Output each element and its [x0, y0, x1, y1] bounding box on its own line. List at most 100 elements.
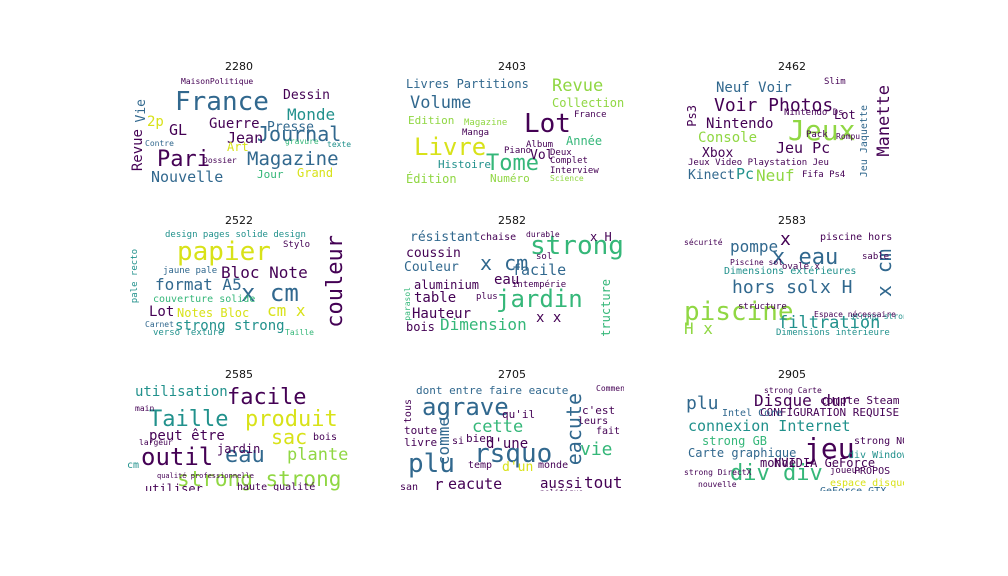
cloud-word: temp: [468, 460, 493, 471]
cloud-word: toute: [404, 424, 438, 437]
cloud-word: plante: [287, 445, 349, 465]
cloud-word: H x: [684, 319, 713, 337]
cloud-word: Taille: [149, 407, 229, 432]
cloud-word: leurs: [578, 416, 609, 427]
cloud-word: Lot: [834, 108, 856, 122]
cloud-word: Carnet: [145, 320, 174, 329]
wordcloud-panel: 2585 facile Taille produit outil eau strong st…: [127, 368, 351, 492]
cloud-word: chaise: [480, 232, 517, 243]
cloud-word: main: [135, 404, 155, 413]
cloud-word: MaisonPolitique: [181, 77, 254, 86]
cloud-word: Nintendo: [706, 116, 774, 132]
cloud-word: plus: [476, 292, 498, 302]
cloud-word: filtration: [778, 313, 881, 333]
cloud-word: bien: [466, 432, 493, 445]
cloud-word: Presse: [267, 120, 314, 135]
cloud-word: Edition: [408, 114, 455, 127]
cloud-word: Collection: [552, 96, 624, 110]
cloud-word: Pc: [736, 165, 755, 183]
cloud-word: Comment: [596, 384, 624, 393]
cloud-word: Jean: [227, 129, 264, 147]
cloud-word: pale recto: [130, 249, 140, 304]
cloud-word: strong Carte: [764, 386, 822, 395]
cloud-word: ovale x: [782, 262, 820, 272]
cloud-word: div Windows: [848, 450, 904, 461]
cloud-word: cette: [472, 417, 524, 437]
panel-title: 2403: [498, 60, 526, 73]
wordcloud-panel: 2582 strong jardin x cm résistant coussin Coul…: [400, 214, 624, 338]
cloud-word: Manga: [462, 128, 490, 138]
cloud-word: jeu: [804, 432, 855, 465]
cloud-word: structure: [599, 279, 613, 337]
cloud-word: x H: [590, 230, 612, 244]
cloud-word: Xbox: [702, 146, 734, 161]
cloud-word: sécurité: [684, 238, 723, 247]
cloud-word: Volume: [410, 93, 472, 113]
cloud-word: strong strong: [850, 312, 904, 321]
cloud-word: nouvelle: [698, 480, 737, 489]
cloud-word: strong strong: [175, 318, 285, 334]
cloud-word: Piscine sol: [730, 258, 783, 267]
cloud-word: Couleur: [404, 260, 459, 275]
cloud-word: Vol: [530, 148, 554, 163]
cloud-word: Complet: [550, 156, 588, 166]
cloud-word: Ps3: [685, 105, 699, 127]
cloud-word: sac: [271, 425, 308, 449]
cloud-word: cm: [127, 460, 140, 471]
wordcloud-image: facile Taille produit outil eau strong strong…: [127, 383, 351, 491]
panel-title: 2462: [778, 60, 806, 73]
cloud-word: livre: [404, 436, 438, 449]
cloud-word: utiliser: [145, 482, 203, 491]
cloud-word: Jour: [257, 168, 284, 181]
cloud-word: PROPOS: [854, 466, 891, 477]
cloud-word: jaune pale: [163, 266, 218, 276]
cloud-word: Disque dur: [754, 391, 851, 410]
cloud-word: Console: [698, 130, 758, 146]
panel-title: 2583: [778, 214, 806, 227]
cloud-word: couverture solide: [153, 294, 256, 305]
cloud-word: table: [414, 290, 457, 306]
cloud-word: Grand: [297, 166, 334, 180]
cloud-word: eacute: [448, 475, 503, 492]
cloud-word: papier: [177, 237, 271, 267]
wordcloud-panel: 2705 agrave rsquo plu eacute vie cette d'une eac…: [400, 368, 624, 492]
cloud-word: tout: [584, 473, 623, 491]
cloud-word: Lot: [524, 109, 571, 139]
cloud-word: piscine hors: [820, 232, 893, 243]
cloud-word: Carte graphique: [688, 446, 797, 460]
cloud-word: couleur: [323, 235, 348, 328]
cloud-word: aluminium: [414, 278, 480, 292]
cloud-word: Interview: [550, 166, 599, 176]
cloud-word: Dossier: [203, 156, 237, 165]
cloud-word: Neuf: [756, 166, 795, 184]
cloud-word: Livres Partitions: [406, 77, 529, 91]
cloud-word: 2p: [147, 114, 164, 130]
cloud-word: sol: [536, 252, 553, 262]
wordcloud-panel: 2280 France Journal Magazine Pari Nouvelle Mon…: [127, 60, 351, 184]
cloud-word: GeForce GTX: [820, 487, 886, 492]
cloud-word: eau: [494, 272, 520, 288]
cloud-word: sable: [862, 252, 890, 262]
cloud-word: x cm: [480, 251, 529, 275]
cloud-word: Hauteur: [412, 306, 472, 322]
cloud-word: Guerre: [209, 116, 260, 132]
cloud-word: Pari: [157, 147, 210, 172]
cloud-word: Nouvelle: [151, 168, 224, 184]
cloud-word: si: [452, 436, 465, 447]
cloud-word: Dessin: [283, 88, 330, 103]
cloud-word: Neuf Voir: [716, 80, 792, 96]
cloud-word: CONFIGURATION REQUISE: [760, 406, 900, 419]
cloud-word: haute qualité: [237, 482, 316, 492]
cloud-word: Lot: [149, 304, 175, 320]
cloud-word: bois: [406, 320, 435, 334]
panel-title: 2582: [498, 214, 526, 227]
cloud-word: Stylo: [283, 240, 311, 250]
cloud-word: Année: [566, 134, 603, 148]
cloud-word: d'un: [502, 460, 534, 475]
cloud-word: Fifa Ps4: [802, 170, 846, 180]
cloud-word: verso Texture: [153, 328, 224, 338]
cloud-word: Intel Core: [722, 408, 783, 419]
cloud-word: Jeu Pc: [776, 139, 831, 157]
